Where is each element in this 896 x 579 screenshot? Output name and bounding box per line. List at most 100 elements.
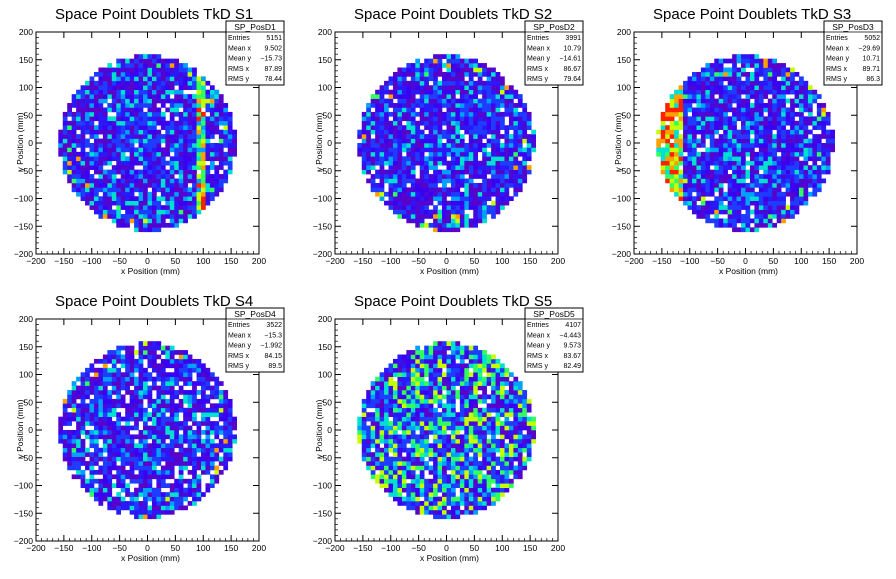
hist-cell	[148, 341, 153, 346]
hist-cell	[451, 121, 456, 126]
hist-cell	[188, 461, 193, 466]
hist-cell	[455, 187, 460, 192]
hist-cell	[817, 170, 822, 175]
hist-cell	[754, 112, 759, 117]
hist-cell	[763, 59, 768, 64]
hist-cell	[790, 147, 795, 152]
hist-cell	[741, 201, 746, 206]
hist-cell	[192, 483, 197, 488]
hist-cell	[688, 130, 693, 135]
hist-cell	[455, 210, 460, 215]
hist-cell	[447, 192, 452, 197]
hist-cell	[513, 192, 518, 197]
hist-cell	[397, 116, 402, 121]
hist-cell	[737, 72, 742, 77]
hist-cell	[143, 85, 148, 90]
hist-cell	[183, 381, 188, 386]
hist-cell	[679, 196, 684, 201]
hist-cell	[85, 381, 90, 386]
hist-cell	[125, 488, 130, 493]
hist-cell	[701, 187, 706, 192]
hist-cell	[777, 192, 782, 197]
hist-cell	[214, 377, 219, 382]
hist-cell	[197, 130, 202, 135]
hist-cell	[487, 72, 492, 77]
hist-cell	[174, 457, 179, 462]
hist-cell	[473, 130, 478, 135]
hist-cell	[170, 139, 175, 144]
hist-cell	[491, 147, 496, 152]
hist-cell	[183, 466, 188, 471]
hist-cell	[112, 134, 117, 139]
hist-cell	[759, 174, 764, 179]
hist-cell	[679, 90, 684, 95]
x-tick-label: 50	[171, 256, 181, 266]
hist-cell	[803, 147, 808, 152]
hist-cell	[67, 452, 72, 457]
hist-cell	[94, 112, 99, 117]
hist-cell	[737, 134, 742, 139]
hist-cell	[232, 139, 237, 144]
hist-cell	[148, 461, 153, 466]
hist-cell	[679, 121, 684, 126]
hist-cell	[688, 125, 693, 130]
hist-cell	[81, 430, 86, 435]
hist-cell	[165, 192, 170, 197]
hist-cell	[63, 139, 68, 144]
hist-cell	[375, 121, 380, 126]
hist-cell	[442, 63, 447, 68]
hist-cell	[94, 205, 99, 210]
hist-cell	[130, 116, 135, 121]
hist-cell	[406, 68, 411, 73]
hist-cell	[393, 94, 398, 99]
hist-cell	[438, 130, 443, 135]
hist-cell	[710, 99, 715, 104]
hist-cell	[522, 152, 527, 157]
hist-cell	[179, 505, 184, 510]
hist-cell	[670, 161, 675, 166]
hist-cell	[402, 187, 407, 192]
hist-cell	[98, 112, 103, 117]
hist-cell	[165, 350, 170, 355]
hist-cell	[130, 214, 135, 219]
hist-cell	[491, 183, 496, 188]
hist-cell	[473, 103, 478, 108]
hist-cell	[656, 139, 661, 144]
hist-cell	[741, 99, 746, 104]
hist-cell	[201, 201, 206, 206]
hist-cell	[447, 90, 452, 95]
hist-cell	[496, 205, 501, 210]
hist-cell	[415, 103, 420, 108]
hist-cell	[469, 201, 474, 206]
hist-cell	[63, 403, 68, 408]
hist-cell	[406, 174, 411, 179]
hist-cell	[768, 68, 773, 73]
hist-cell	[817, 107, 822, 112]
hist-cell	[170, 408, 175, 413]
hist-cell	[496, 112, 501, 117]
stats-row-value: 86.3	[866, 76, 880, 83]
hist-cell	[433, 218, 438, 223]
hist-cell	[777, 201, 782, 206]
hist-cell	[81, 377, 86, 382]
hist-cell	[188, 170, 193, 175]
hist-cell	[192, 68, 197, 73]
hist-cell	[134, 85, 139, 90]
hist-cell	[134, 76, 139, 81]
hist-cell	[219, 470, 224, 475]
hist-cell	[728, 179, 733, 184]
hist-cell	[174, 479, 179, 484]
hist-cell	[513, 121, 518, 126]
hist-cell	[442, 112, 447, 117]
hist-cell	[205, 125, 210, 130]
hist-cell	[183, 368, 188, 373]
stats-row-label: Entries	[228, 35, 250, 42]
hist-cell	[455, 201, 460, 206]
hist-cell	[139, 223, 144, 228]
hist-cell	[134, 479, 139, 484]
hist-cell	[116, 201, 121, 206]
hist-cell	[393, 179, 398, 184]
hist-cell	[781, 139, 786, 144]
hist-cell	[384, 174, 389, 179]
hist-cell	[728, 218, 733, 223]
